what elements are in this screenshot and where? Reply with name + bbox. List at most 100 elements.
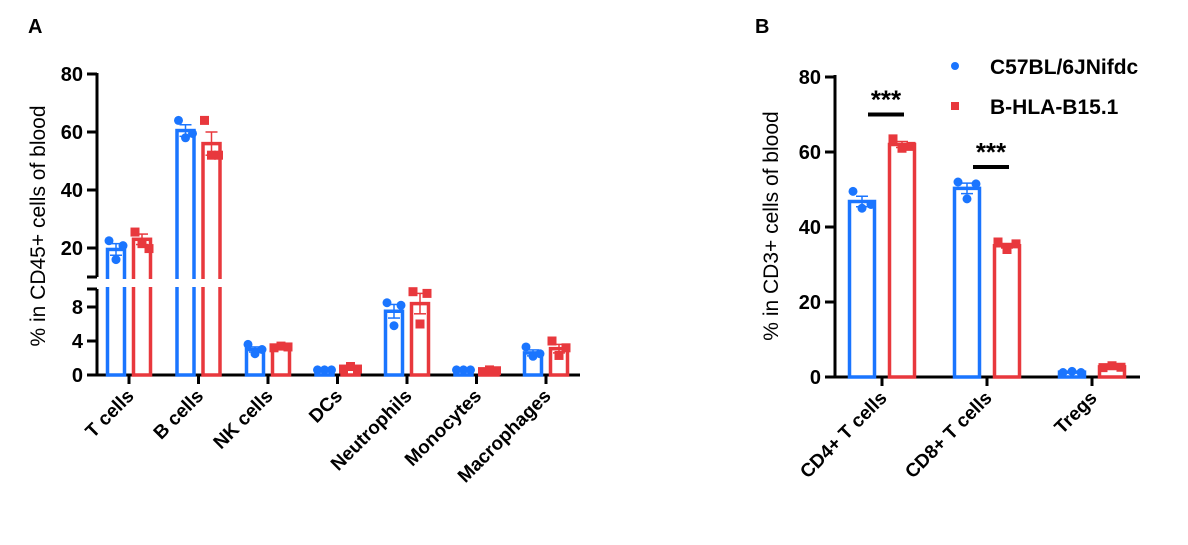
x-tick-label: T cells <box>82 386 139 443</box>
data-point <box>1011 239 1021 249</box>
y-tick-label: 0 <box>810 367 821 389</box>
data-point <box>396 300 406 310</box>
data-point <box>408 287 418 297</box>
data-point <box>1107 361 1117 371</box>
data-point <box>243 339 253 349</box>
data-point <box>422 288 432 298</box>
panel-label-a: A <box>28 16 42 38</box>
data-point <box>953 177 963 187</box>
data-point <box>554 350 564 360</box>
data-point <box>346 362 355 371</box>
y-tick-label: 20 <box>799 292 821 314</box>
data-point <box>269 343 279 353</box>
data-point <box>118 241 128 251</box>
data-point <box>174 115 183 125</box>
y-tick-label: 40 <box>799 217 821 239</box>
data-point <box>327 365 336 375</box>
bar <box>201 141 222 377</box>
legend-marker-bhla <box>951 102 959 110</box>
bar <box>131 237 153 377</box>
bar <box>847 199 877 379</box>
data-point <box>492 366 501 376</box>
data-point <box>257 345 267 354</box>
data-point <box>535 349 545 359</box>
data-point <box>528 351 538 361</box>
legend: C57BL/6JNifdc B-HLA-B15.1 <box>951 56 1139 119</box>
y-tick-label: 4 <box>72 331 84 353</box>
data-point <box>466 365 475 375</box>
x-tick-label: B cells <box>150 386 208 444</box>
data-point <box>478 367 487 377</box>
y-tick-label: 0 <box>72 365 83 387</box>
data-point <box>144 244 154 254</box>
bar <box>383 309 405 377</box>
data-point <box>1098 363 1108 373</box>
data-point <box>962 194 972 204</box>
y-tick-label: 40 <box>61 180 83 202</box>
data-point <box>104 236 114 246</box>
data-point <box>521 342 531 352</box>
data-point <box>561 343 571 353</box>
data-point <box>276 341 286 351</box>
data-point <box>888 134 898 144</box>
x-tick-label: Tregs <box>1051 388 1102 439</box>
bar <box>887 142 917 379</box>
data-point <box>111 255 121 265</box>
data-point <box>415 319 425 329</box>
legend-label-bhla: B-HLA-B15.1 <box>990 96 1119 119</box>
data-point <box>848 186 858 196</box>
data-point <box>906 141 916 151</box>
data-point <box>485 365 494 375</box>
y-axis-label-a: % in CD45+ cells of blood <box>27 105 50 346</box>
x-tick-label: CD4+ T cells <box>796 388 891 483</box>
y-tick-label: 60 <box>61 122 83 144</box>
x-tick-label: CD8+ T cells <box>901 388 996 483</box>
data-point <box>313 365 322 375</box>
data-point <box>866 200 876 209</box>
data-point <box>452 365 461 375</box>
bar <box>175 128 196 377</box>
data-point <box>339 364 348 374</box>
data-point <box>993 237 1003 247</box>
y-tick-label: 80 <box>61 64 83 86</box>
data-point <box>857 203 867 213</box>
data-point <box>130 227 140 237</box>
data-point <box>200 115 209 125</box>
y-tick-label: 20 <box>61 238 83 260</box>
axis-break-gap <box>90 279 590 287</box>
y-tick-label: 60 <box>799 142 821 164</box>
y-tick-label: 80 <box>799 67 821 89</box>
data-point <box>1067 366 1077 376</box>
data-point <box>353 364 362 374</box>
data-point <box>214 150 223 160</box>
legend-label-c57: C57BL/6JNifdc <box>990 56 1139 79</box>
legend-marker-c57 <box>951 62 959 70</box>
bar <box>105 247 127 377</box>
data-point <box>188 128 197 138</box>
data-point <box>389 321 399 331</box>
y-tick-label: 8 <box>72 297 83 319</box>
data-point <box>207 150 216 160</box>
data-point <box>137 239 147 249</box>
data-point <box>181 133 190 143</box>
panel-b-plot: 0 20 40 60 80 CD4+ T cells CD8+ T cells Tregs **… <box>796 67 1140 483</box>
x-tick-label: DCs <box>305 386 347 428</box>
data-point <box>250 349 260 359</box>
data-point <box>1002 245 1012 254</box>
data-point <box>971 179 981 189</box>
data-point <box>382 298 392 308</box>
significance-label: *** <box>976 137 1007 167</box>
x-tick-label: NK cells <box>210 386 278 454</box>
panel-label-b: B <box>755 16 769 38</box>
data-point <box>1076 368 1086 377</box>
data-point <box>320 365 329 375</box>
data-point <box>897 143 907 153</box>
y-axis-label-b: % in CD3+ cells of blood <box>760 111 783 340</box>
bar <box>952 186 982 379</box>
data-point <box>1116 362 1126 372</box>
data-point <box>1058 368 1068 377</box>
data-point <box>283 342 293 352</box>
significance-label: *** <box>871 85 902 115</box>
